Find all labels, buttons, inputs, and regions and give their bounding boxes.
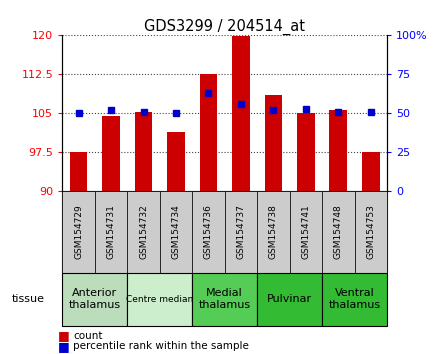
Text: GSM154729: GSM154729 (74, 205, 83, 259)
Text: GSM154732: GSM154732 (139, 205, 148, 259)
FancyBboxPatch shape (192, 273, 257, 326)
Text: GSM154736: GSM154736 (204, 205, 213, 259)
FancyBboxPatch shape (225, 192, 257, 273)
Text: tissue: tissue (12, 294, 45, 304)
Text: percentile rank within the sample: percentile rank within the sample (73, 341, 249, 351)
Bar (329, 110, 348, 192)
FancyBboxPatch shape (127, 273, 192, 326)
Text: Medial
thalamus: Medial thalamus (198, 289, 251, 310)
Text: Centre median: Centre median (126, 295, 194, 304)
Text: GSM154738: GSM154738 (269, 205, 278, 259)
FancyBboxPatch shape (355, 192, 387, 273)
Bar (264, 95, 283, 192)
Text: ■: ■ (58, 340, 69, 353)
Text: count: count (73, 331, 103, 341)
Text: Ventral
thalamus: Ventral thalamus (328, 289, 381, 310)
Text: GSM154734: GSM154734 (171, 205, 181, 259)
FancyBboxPatch shape (95, 192, 127, 273)
Bar (167, 132, 185, 192)
Text: ■: ■ (58, 329, 69, 342)
FancyBboxPatch shape (290, 192, 322, 273)
Text: Pulvinar: Pulvinar (267, 294, 312, 304)
Text: GSM154737: GSM154737 (236, 205, 246, 259)
Text: GSM154731: GSM154731 (106, 205, 116, 259)
Bar (134, 112, 153, 192)
Bar (102, 116, 120, 192)
FancyBboxPatch shape (192, 192, 225, 273)
FancyBboxPatch shape (257, 192, 290, 273)
Text: GSM154741: GSM154741 (301, 205, 311, 259)
FancyBboxPatch shape (160, 192, 192, 273)
FancyBboxPatch shape (257, 273, 322, 326)
Bar (297, 113, 315, 192)
Bar (232, 36, 250, 192)
Bar (69, 153, 88, 192)
Text: GSM154748: GSM154748 (334, 205, 343, 259)
Text: GSM154753: GSM154753 (366, 205, 376, 259)
Bar (362, 153, 380, 192)
FancyBboxPatch shape (322, 273, 387, 326)
FancyBboxPatch shape (62, 192, 95, 273)
Bar (199, 74, 218, 192)
FancyBboxPatch shape (127, 192, 160, 273)
FancyBboxPatch shape (322, 192, 355, 273)
FancyBboxPatch shape (62, 273, 127, 326)
Title: GDS3299 / 204514_at: GDS3299 / 204514_at (144, 19, 305, 35)
Text: Anterior
thalamus: Anterior thalamus (69, 289, 121, 310)
